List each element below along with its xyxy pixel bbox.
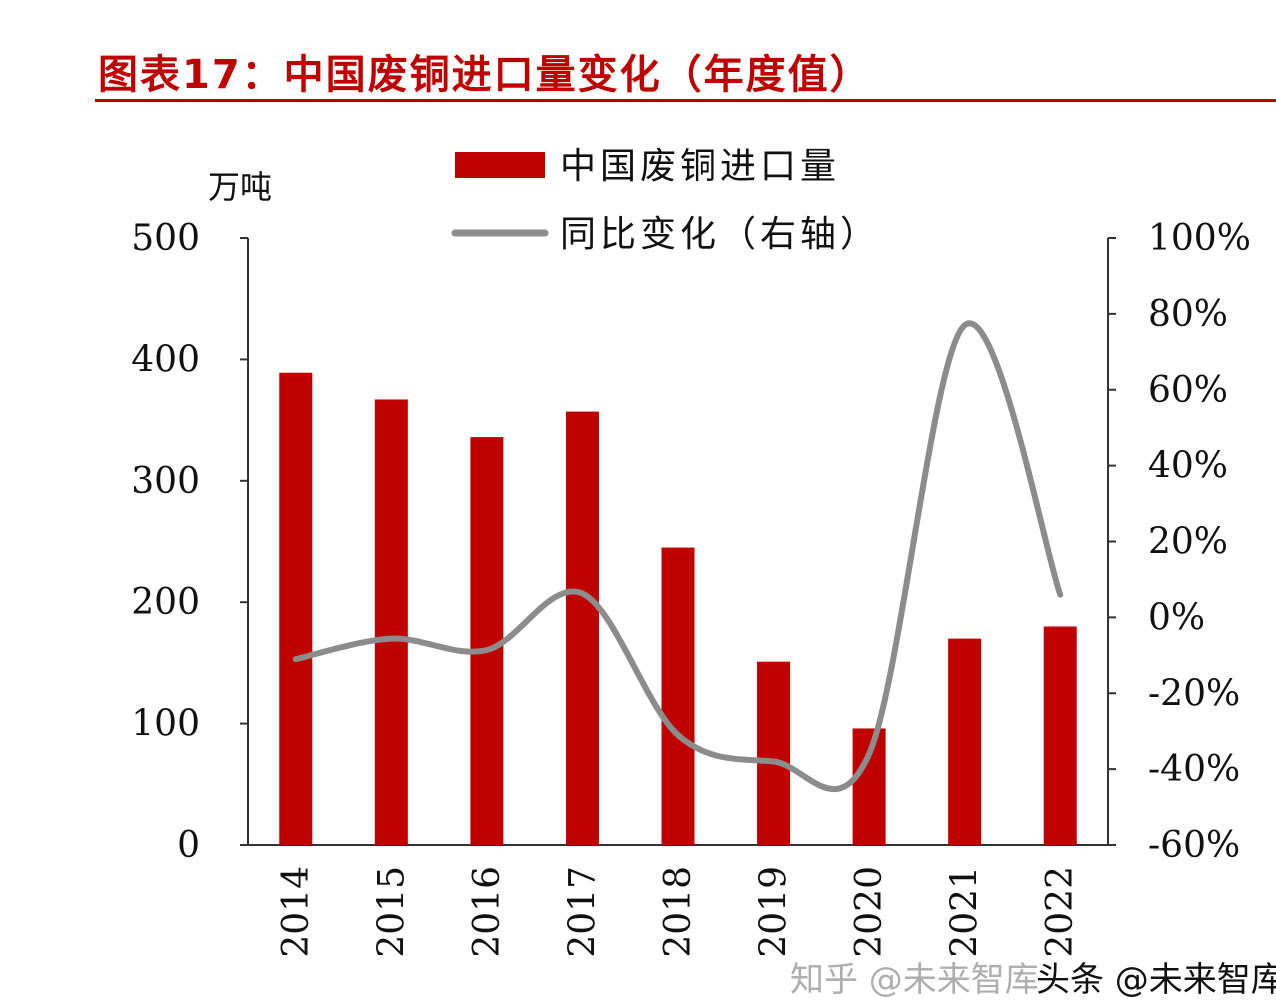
left-tick-label: 400 [131, 339, 200, 380]
bar-2015 [374, 399, 408, 845]
left-tick-label: 100 [131, 704, 200, 745]
left-tick-label: 500 [131, 218, 200, 259]
right-tick-label: 0% [1148, 597, 1205, 638]
bar-2018 [661, 547, 695, 845]
bar-2014 [279, 372, 313, 845]
right-tick-label: 100% [1148, 218, 1251, 259]
legend-line-label: 同比变化（右轴） [560, 214, 880, 255]
bar-2022 [1043, 626, 1077, 845]
x-tick-label: 2015 [371, 866, 412, 958]
watermark-toutiao: 头条 @未来智库 [1036, 960, 1276, 1000]
title-rule [95, 99, 1276, 102]
bar-2016 [470, 437, 504, 845]
bar-2019 [757, 661, 791, 845]
bar-2017 [565, 411, 599, 845]
legend-bar-label: 中国废铜进口量 [560, 146, 840, 187]
watermark-zhihu: 知乎 @未来智库 [790, 960, 1039, 1000]
left-tick-label: 0 [177, 825, 200, 866]
right-tick-label: -40% [1148, 749, 1240, 790]
right-tick-label: 80% [1148, 294, 1228, 335]
right-tick-label: -60% [1148, 825, 1240, 866]
x-tick-label: 2017 [562, 866, 603, 958]
chart-title: 图表17：中国废铜进口量变化（年度值） [98, 52, 872, 98]
legend-bar-swatch [455, 152, 545, 178]
x-tick-label: 2014 [276, 866, 317, 958]
x-tick-label: 2016 [467, 866, 508, 958]
right-tick-label: 60% [1148, 370, 1228, 411]
x-tick-label: 2018 [658, 866, 699, 958]
x-tick-label: 2020 [849, 866, 890, 958]
left-axis-unit: 万吨 [208, 168, 273, 206]
right-tick-label: 40% [1148, 446, 1228, 487]
left-tick-label: 200 [131, 582, 200, 623]
x-tick-label: 2021 [945, 866, 986, 958]
x-tick-label: 2019 [754, 866, 795, 958]
right-tick-label: 20% [1148, 522, 1228, 563]
right-tick-label: -20% [1148, 673, 1240, 714]
bar-2021 [948, 638, 982, 845]
left-tick-label: 300 [131, 461, 200, 502]
x-tick-label: 2022 [1040, 866, 1081, 958]
